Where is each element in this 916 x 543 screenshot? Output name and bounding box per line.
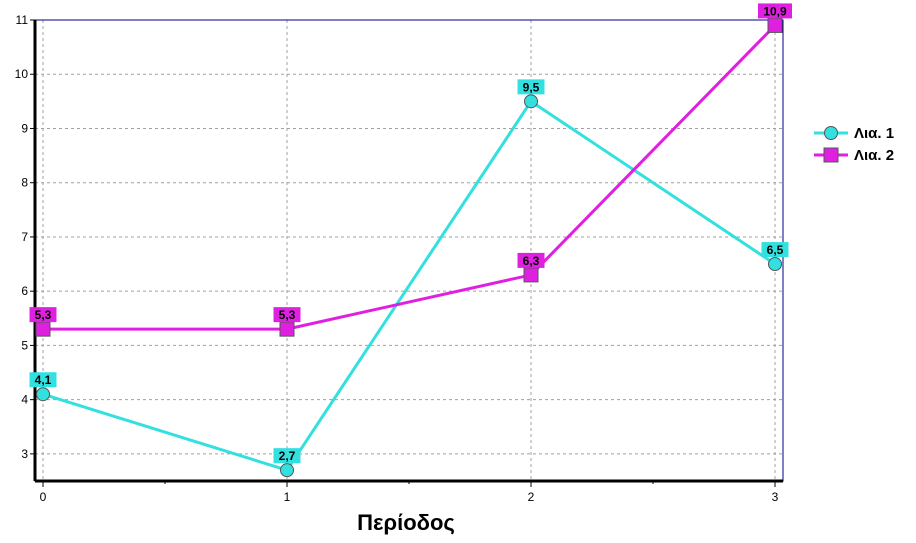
plot-frame [34,19,784,482]
data-label-box [29,307,57,323]
x-tick-label: 3 [772,490,779,504]
y-tick-label: 11 [16,13,29,27]
legend-marker [824,126,838,140]
legend-label: Λια. 1 [854,125,894,142]
data-label: 5,3 [35,308,52,322]
data-label-box [758,3,792,19]
y-tick-label: 10 [15,67,29,81]
y-tick-label: 6 [21,284,28,298]
grid-layer [35,20,783,481]
data-label: 2,7 [279,449,296,463]
y-tick-label: 7 [21,230,28,244]
data-point-series-2 [523,267,539,283]
data-label-box [273,448,301,464]
data-label: 6,3 [523,254,540,268]
data-label: 4,1 [35,373,52,387]
x-tick-label: 2 [528,490,535,504]
y-tick-label: 5 [21,338,28,352]
data-label-box [761,242,789,258]
legend-marker [823,147,839,163]
y-tick-label: 3 [21,447,28,461]
x-axis-title: Περίοδος [357,510,455,535]
series-line-2 [43,24,777,331]
data-label: 5,3 [279,308,296,322]
data-label: 10,9 [763,4,787,18]
axes-layer: 3 4 5 6 7 8 9 10 11 0 1 2 3 [15,13,784,504]
data-point-series-1 [36,387,50,402]
data-point-series-2 [279,321,295,337]
data-label-box [517,252,545,268]
legend-label: Λια. 2 [854,147,894,164]
series-layer [35,17,783,478]
data-label-box [273,307,301,323]
y-tick-label: 8 [21,176,28,190]
data-label: 6,5 [767,243,784,257]
data-point-series-2 [35,321,51,337]
data-point-series-1 [768,257,782,272]
data-point-series-1 [280,463,294,478]
data-labels-layer: 4,1 2,7 9,5 6,5 5,3 5,3 6,3 10,9 [29,3,792,464]
data-point-series-2 [767,17,783,33]
y-tick-label: 4 [21,393,28,407]
data-label: 9,5 [523,80,540,94]
x-tick-label: 0 [40,490,47,504]
series-line-1 [42,99,776,472]
data-label-box [517,79,545,95]
x-tick-label: 1 [284,490,291,504]
y-tick-label: 9 [21,121,28,135]
legend: Λια. 1 Λια. 2 [814,125,894,164]
data-label-box [29,372,57,388]
data-point-series-1 [524,94,538,109]
